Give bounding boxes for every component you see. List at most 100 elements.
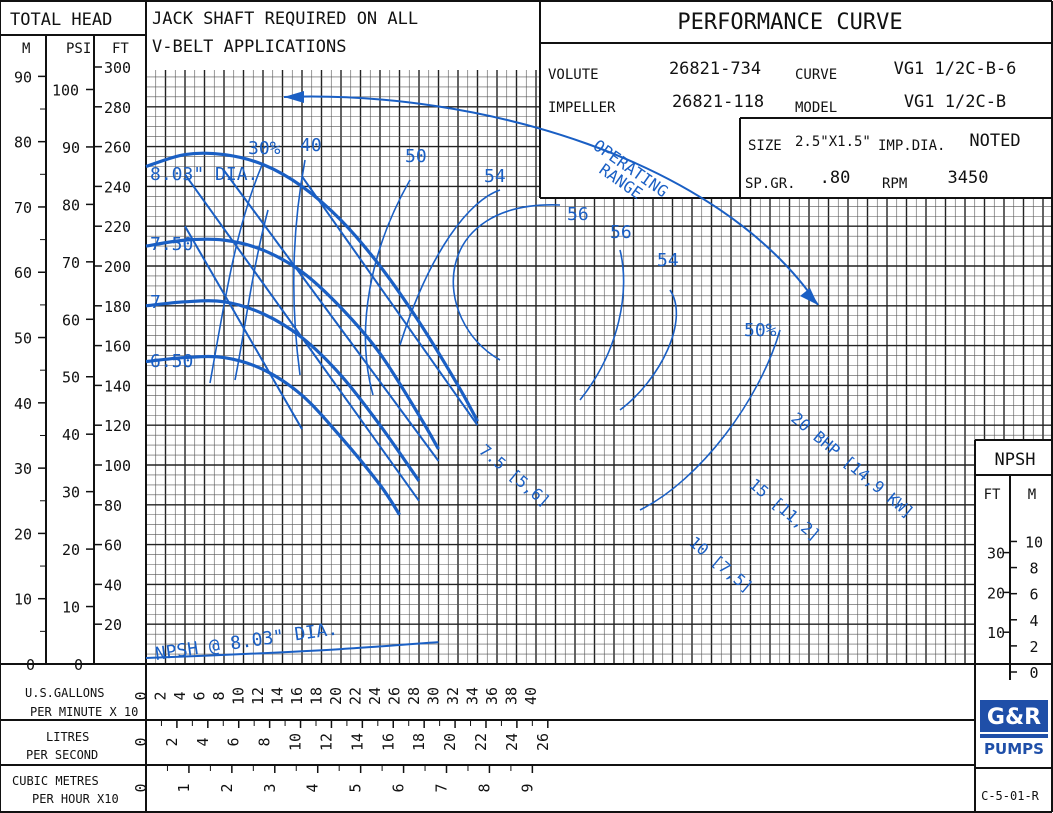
gpm-tick-label: 0 (132, 691, 150, 700)
lps-tick-label: 0 (132, 737, 150, 746)
spgr-label: SP.GR. (745, 176, 796, 192)
ft-tick-label: 100 (104, 457, 131, 475)
label-dia-803: 8.03" DIA. (150, 164, 258, 185)
lps-tick-label: 10 (287, 733, 305, 751)
operating-range-arc (283, 95, 819, 306)
psi-tick-label: 20 (62, 541, 80, 559)
ft-tick-label: 20 (104, 616, 122, 634)
npsh-m-tick-label: 4 (1029, 612, 1038, 630)
lps-tick-label: 4 (194, 737, 212, 746)
m-tick-label: 40 (14, 395, 32, 413)
ft-tick-label: 80 (104, 497, 122, 515)
psi-tick-label: 80 (62, 196, 80, 214)
psi-axis-label: PSI (66, 41, 91, 57)
gpm-tick-label: 28 (405, 687, 423, 705)
gpm-tick-label: 16 (288, 687, 306, 705)
impdia-label: IMP.DIA. (878, 138, 945, 154)
gpm-tick-label: 24 (366, 687, 384, 705)
npsh-ft-tick-label: 20 (987, 584, 1005, 602)
total-head-label: TOTAL HEAD (10, 10, 112, 30)
psi-tick-label: 0 (74, 656, 83, 674)
cmh-tick-label: 8 (475, 783, 493, 792)
m-tick-label: 30 (14, 460, 32, 478)
m-tick-label: 10 (14, 591, 32, 609)
efficiency-line (364, 179, 411, 396)
efficiency-line (579, 249, 625, 401)
gpm-tick-label: 18 (308, 687, 326, 705)
label-dia-7: 7 (150, 292, 161, 313)
efficiency-line (639, 329, 781, 511)
gpm-tick-label: 8 (210, 691, 228, 700)
cmh-tick-label: 0 (132, 783, 150, 792)
gpm-tick-label: 4 (171, 691, 189, 700)
psi-tick-label: 40 (62, 426, 80, 444)
psi-tick-label: 60 (62, 311, 80, 329)
efficiency-label: 56 (567, 204, 589, 225)
chart-grid (145, 70, 1053, 680)
gpm-tick-label: 38 (503, 687, 521, 705)
model-label: MODEL (795, 100, 837, 116)
rpm-label: RPM (882, 176, 907, 192)
svg-text:PUMPS: PUMPS (984, 740, 1044, 758)
psi-tick-label: 10 (62, 599, 80, 617)
ft-tick-label: 220 (104, 218, 131, 236)
efficiency-label: 50 (405, 146, 427, 167)
cmh-tick-label: 5 (347, 783, 365, 792)
npsh-m-tick-label: 6 (1029, 586, 1038, 604)
cmh-tick-label: 1 (175, 783, 193, 792)
psi-tick-label: 50 (62, 369, 80, 387)
impeller-value: 26821-118 (672, 92, 764, 112)
model-value: VG1 1/2C-B (904, 92, 1006, 112)
ft-axis-label: FT (112, 41, 129, 57)
size-value: 2.5"X1.5" (795, 134, 871, 150)
npsh-m-label: M (1028, 487, 1036, 503)
range-arrowhead-left (284, 91, 304, 103)
efficiency-line (452, 204, 561, 361)
lps-tick-label: 18 (410, 733, 428, 751)
npsh-curve (145, 641, 439, 660)
gpm-tick-label: 10 (230, 687, 248, 705)
label-dia-750: 7.50 (150, 234, 193, 255)
gpm-tick-label: 32 (444, 687, 462, 705)
psi-tick-label: 100 (52, 81, 79, 99)
efficiency-line (292, 159, 306, 376)
cmh-tick-label: 6 (390, 783, 408, 792)
head-curve (145, 151, 479, 422)
cmh-tick-label: 4 (304, 783, 322, 792)
efficiency-line (399, 189, 501, 346)
efficiency-label: 50% (744, 320, 777, 341)
psi-tick-label: 90 (62, 139, 80, 157)
gpm-tick-label: 26 (386, 687, 404, 705)
gpm-tick-label: 36 (483, 687, 501, 705)
efficiency-line (209, 164, 263, 384)
cmh-tick-label: 9 (518, 783, 536, 792)
bhp-line (184, 173, 420, 502)
ft-tick-label: 240 (104, 178, 131, 196)
gpm-tick-label: 22 (347, 687, 365, 705)
efficiency-label: 30% (248, 138, 281, 159)
lps-tick-label: 22 (472, 733, 490, 751)
ft-tick-label: 160 (104, 338, 131, 356)
svg-text:G&R: G&R (987, 705, 1041, 730)
spgr-value: .80 (820, 168, 851, 188)
m-tick-label: 70 (14, 199, 32, 217)
gpm-tick-label: 20 (327, 687, 345, 705)
npsh-m-tick-label: 8 (1029, 560, 1038, 578)
cmh-tick-label: 3 (261, 783, 279, 792)
efficiency-line (619, 289, 678, 411)
chart-title: PERFORMANCE CURVE (677, 10, 902, 35)
impeller-label: IMPELLER (548, 100, 616, 116)
head-curve (145, 237, 440, 450)
range-arrowhead-right (800, 288, 818, 305)
lps-tick-label: 20 (441, 733, 459, 751)
cmh-label-2: PER HOUR X10 (32, 792, 119, 806)
cmh-tick-label: 2 (218, 783, 236, 792)
m-tick-label: 80 (14, 134, 32, 152)
impdia-value: NOTED (969, 131, 1020, 151)
ft-tick-label: 40 (104, 576, 122, 594)
lps-tick-label: 24 (503, 733, 521, 751)
npsh-ft-label: FT (984, 487, 1001, 503)
volute-label: VOLUTE (548, 67, 599, 83)
